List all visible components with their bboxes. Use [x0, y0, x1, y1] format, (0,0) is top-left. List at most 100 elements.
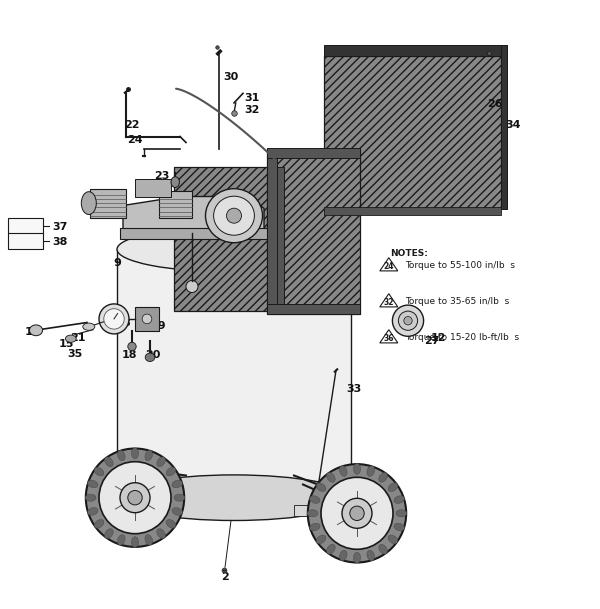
Text: 2: 2: [221, 572, 229, 582]
Ellipse shape: [120, 483, 150, 513]
Ellipse shape: [404, 317, 412, 325]
Ellipse shape: [157, 457, 166, 466]
Text: 16: 16: [25, 326, 41, 337]
Bar: [267, 304, 360, 314]
Ellipse shape: [367, 551, 374, 561]
Bar: [141, 490, 165, 501]
Ellipse shape: [388, 535, 398, 544]
Text: 15: 15: [58, 339, 74, 348]
Bar: [324, 55, 501, 208]
Ellipse shape: [99, 462, 171, 533]
Ellipse shape: [388, 483, 398, 491]
Ellipse shape: [145, 450, 152, 461]
Ellipse shape: [394, 523, 404, 531]
FancyBboxPatch shape: [8, 233, 43, 248]
Text: Torque to 15-20 lb-ft/lb  s: Torque to 15-20 lb-ft/lb s: [405, 333, 519, 342]
Ellipse shape: [205, 189, 263, 243]
Text: 34: 34: [505, 119, 521, 130]
Ellipse shape: [142, 314, 152, 324]
Ellipse shape: [94, 519, 104, 528]
Bar: [324, 44, 507, 55]
Text: 3: 3: [317, 511, 325, 521]
Ellipse shape: [172, 508, 182, 515]
Text: 32: 32: [383, 298, 394, 306]
Bar: [120, 228, 267, 239]
Ellipse shape: [117, 475, 351, 521]
Text: 24: 24: [127, 135, 143, 144]
Ellipse shape: [65, 335, 76, 342]
Text: NOTES:: NOTES:: [390, 249, 428, 258]
Ellipse shape: [157, 529, 166, 538]
Ellipse shape: [82, 192, 96, 214]
Text: 13: 13: [247, 287, 263, 298]
Text: 30: 30: [223, 71, 239, 82]
Bar: [267, 149, 277, 314]
Ellipse shape: [85, 494, 96, 501]
Polygon shape: [123, 197, 264, 233]
Bar: [294, 505, 318, 516]
Ellipse shape: [398, 311, 418, 330]
Text: 25: 25: [307, 294, 323, 303]
Ellipse shape: [367, 466, 374, 476]
Bar: [324, 207, 501, 214]
Ellipse shape: [326, 544, 335, 554]
Ellipse shape: [145, 535, 152, 545]
Ellipse shape: [128, 342, 136, 351]
Ellipse shape: [227, 208, 241, 224]
Ellipse shape: [214, 196, 254, 235]
Ellipse shape: [186, 281, 198, 292]
Ellipse shape: [350, 506, 364, 521]
Ellipse shape: [128, 490, 142, 505]
Bar: [174, 166, 276, 311]
Text: Torque to 55-100 in/lb  s: Torque to 55-100 in/lb s: [405, 261, 515, 270]
Text: 19: 19: [151, 320, 167, 331]
Ellipse shape: [310, 523, 320, 531]
Bar: [275, 166, 284, 311]
Ellipse shape: [340, 551, 347, 561]
Ellipse shape: [316, 483, 326, 491]
Text: 26: 26: [487, 99, 503, 108]
Text: 6: 6: [380, 535, 388, 545]
Bar: [267, 148, 360, 158]
Text: Torque to 35-65 in/lb  s: Torque to 35-65 in/lb s: [405, 297, 509, 306]
Ellipse shape: [99, 304, 129, 334]
Ellipse shape: [104, 457, 113, 466]
Text: 21: 21: [70, 333, 86, 342]
Text: 12: 12: [430, 333, 446, 342]
Bar: [159, 191, 192, 217]
Bar: [501, 44, 507, 208]
Ellipse shape: [166, 467, 176, 476]
Bar: [90, 189, 126, 217]
Ellipse shape: [131, 537, 139, 547]
Text: 20: 20: [145, 351, 161, 361]
Text: 36: 36: [184, 284, 200, 295]
Ellipse shape: [88, 480, 98, 488]
Text: 33: 33: [346, 384, 362, 393]
Text: 9: 9: [113, 258, 121, 267]
Ellipse shape: [117, 227, 351, 272]
Ellipse shape: [340, 466, 347, 476]
Text: 4: 4: [317, 519, 325, 530]
Ellipse shape: [29, 325, 43, 336]
Ellipse shape: [174, 494, 185, 501]
Text: 38: 38: [52, 236, 68, 247]
Ellipse shape: [310, 496, 320, 504]
Text: 35: 35: [67, 349, 83, 359]
Ellipse shape: [118, 450, 125, 461]
Ellipse shape: [396, 510, 407, 517]
Ellipse shape: [172, 480, 182, 488]
Ellipse shape: [86, 448, 184, 547]
Text: 5: 5: [371, 526, 379, 537]
Ellipse shape: [392, 305, 424, 336]
Text: 24: 24: [383, 262, 394, 270]
Ellipse shape: [316, 535, 326, 544]
Bar: [117, 249, 351, 498]
Ellipse shape: [104, 309, 124, 329]
Ellipse shape: [353, 552, 361, 563]
Bar: [135, 307, 159, 331]
Text: 18: 18: [121, 351, 137, 361]
Text: 23: 23: [154, 171, 170, 180]
Text: 27: 27: [424, 336, 440, 345]
Text: 8: 8: [122, 317, 130, 328]
Ellipse shape: [321, 477, 393, 549]
